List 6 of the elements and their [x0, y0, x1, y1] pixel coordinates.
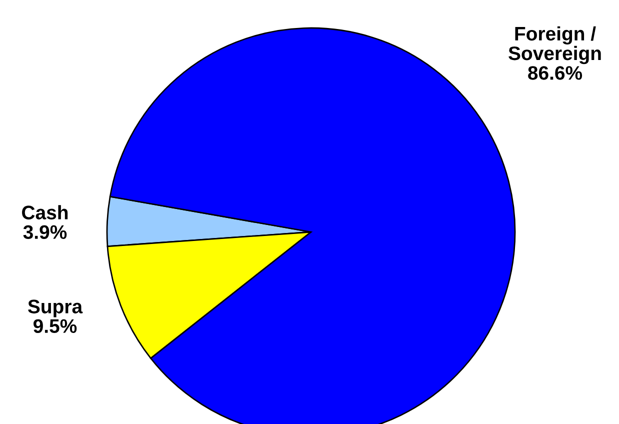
slice-label: Foreign / Sovereign	[508, 26, 601, 64]
data-label: 86.6%	[528, 66, 582, 80]
slice-label: Supra	[28, 300, 83, 318]
slice-label: Cash	[22, 205, 68, 220]
data-label: 9.5%	[34, 319, 77, 333]
data-label: 3.9%	[23, 225, 67, 240]
